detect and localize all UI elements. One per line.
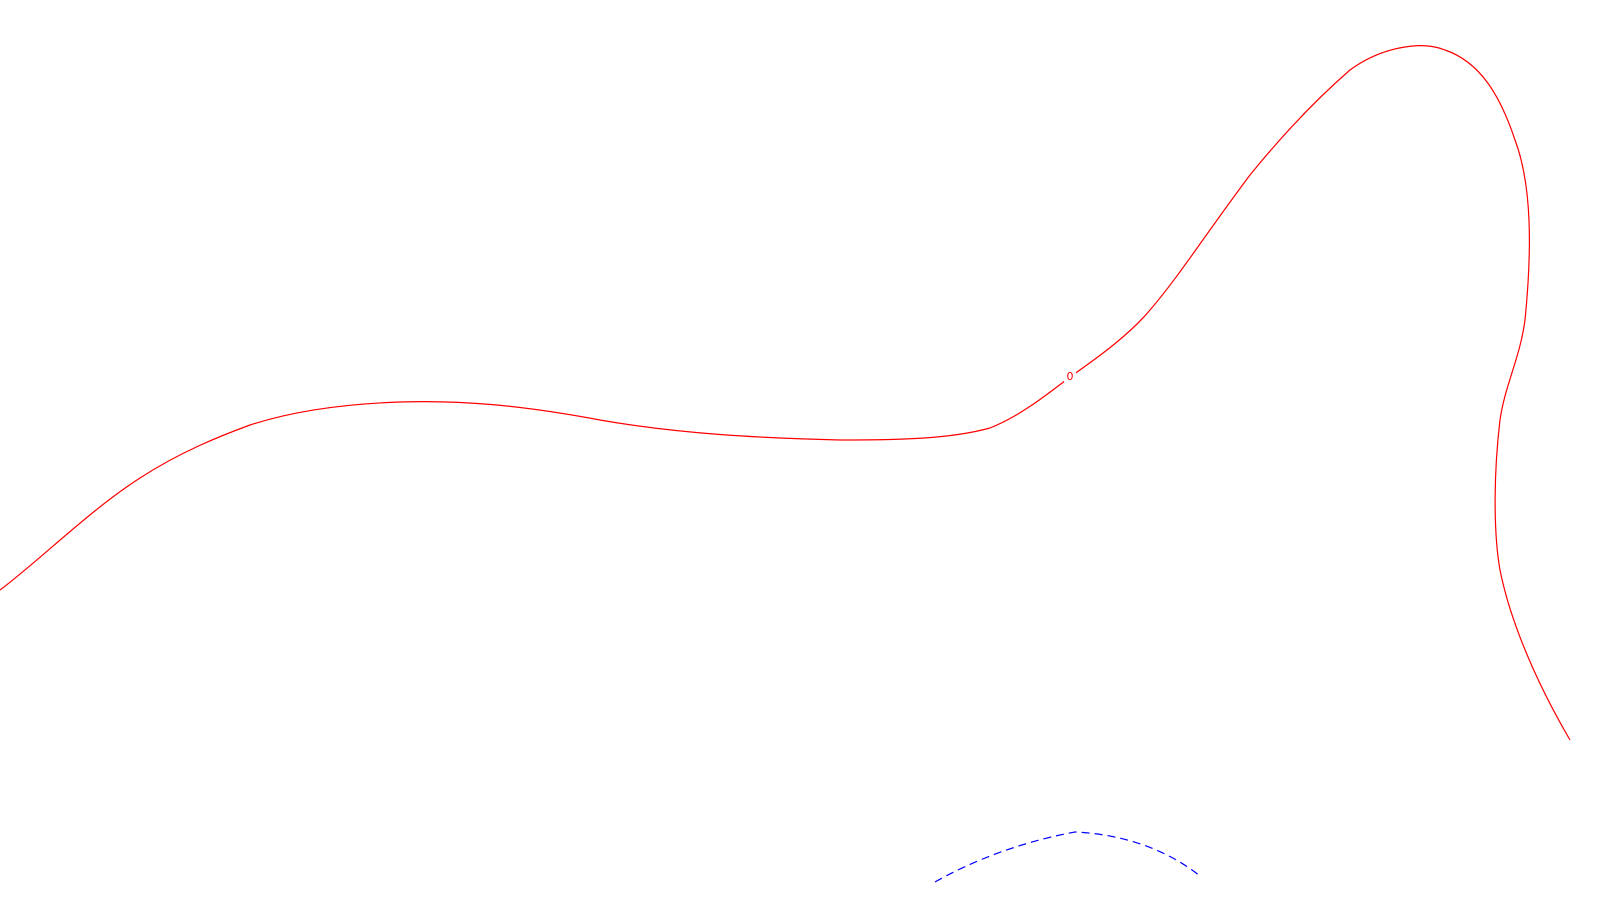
contour-label-backdrop (1064, 368, 1076, 382)
contour-line-secondary (934, 831, 1201, 883)
contour-line-primary (0, 45, 1571, 741)
contour-label: 0 (1067, 370, 1074, 383)
